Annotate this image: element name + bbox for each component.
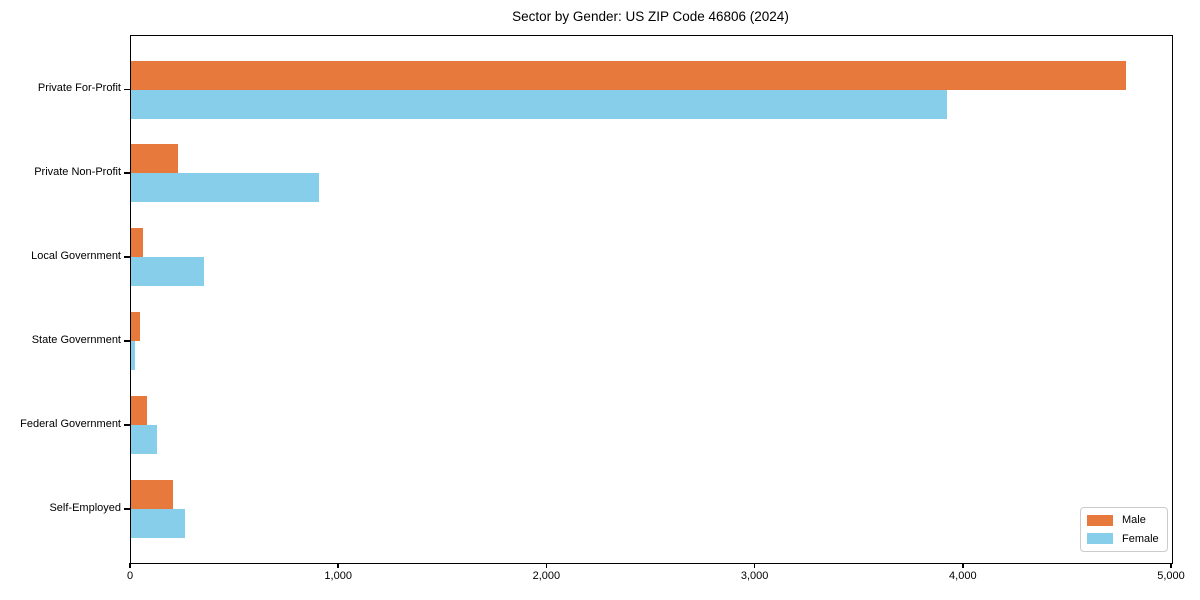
x-tick-label-5000: 5,000 [1157, 570, 1185, 582]
bar-female-private-for-profit [131, 89, 948, 119]
legend-label-male: Male [1122, 514, 1146, 527]
y-tick-label-private-for-profit: Private For-Profit [37, 82, 121, 94]
y-tick-label-self-employed: Self-Employed [49, 501, 121, 514]
y-tick-label-state-government: State Government [31, 333, 121, 346]
x-tick-2000 [545, 563, 548, 568]
female-swatch-icon [1087, 533, 1113, 545]
x-tick-label-3000: 3,000 [740, 570, 769, 582]
x-tick-1000 [337, 563, 339, 568]
plot-area [130, 35, 1173, 564]
x-tick-3000 [753, 563, 756, 568]
bar-male-state-government [131, 312, 141, 342]
x-tick-5000 [1170, 563, 1172, 568]
bar-female-federal-government [131, 425, 158, 455]
bar-female-private-non-profit [131, 173, 320, 203]
bar-female-state-government [131, 341, 135, 371]
y-tick-label-private-non-profit: Private Non-Profit [34, 165, 121, 178]
bar-male-private-non-profit [131, 144, 178, 174]
male-swatch-icon [1087, 514, 1113, 526]
bar-male-local-government [131, 228, 144, 258]
bar-male-federal-government [131, 396, 148, 426]
x-tick-0 [129, 563, 131, 568]
legend: Male Female [1080, 507, 1168, 552]
bar-female-local-government [131, 257, 204, 287]
bar-female-self-employed [131, 509, 186, 538]
y-tick-private-non-profit [124, 172, 130, 174]
x-tick-label-4000: 4,000 [949, 570, 977, 582]
x-tick-label-1000: 1,000 [324, 570, 352, 582]
legend-item-female: Female [1087, 533, 1161, 545]
x-tick-4000 [962, 563, 964, 568]
y-tick-self-employed [124, 508, 130, 510]
bar-male-self-employed [131, 480, 173, 509]
y-tick-private-for-profit [124, 88, 130, 90]
chart-title: Sector by Gender: US ZIP Code 46806 (202… [512, 9, 789, 24]
y-tick-state-government [124, 340, 130, 342]
y-tick-local-government [124, 256, 130, 258]
bar-male-private-for-profit [131, 60, 1127, 90]
y-tick-federal-government [124, 424, 130, 426]
y-tick-label-local-government: Local Government [31, 249, 121, 262]
x-tick-label-2000: 2,000 [532, 570, 561, 582]
legend-label-female: Female [1122, 532, 1159, 545]
y-tick-label-federal-government: Federal Government [20, 417, 121, 430]
legend-item-male: Male [1087, 514, 1161, 526]
x-tick-label-0: 0 [126, 570, 134, 582]
